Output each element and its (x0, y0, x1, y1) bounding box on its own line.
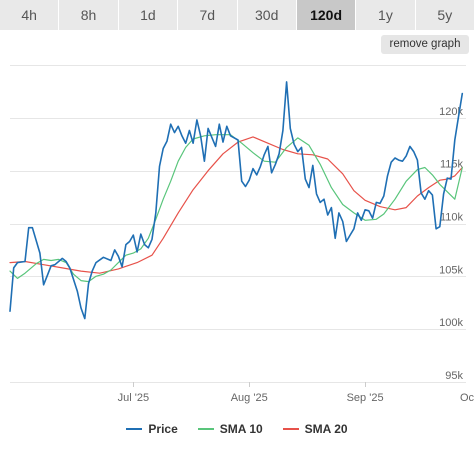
grid-lines (10, 65, 466, 383)
x-tick-label: Jul '25 (118, 392, 149, 404)
y-tick-label: 100k (439, 317, 463, 329)
x-tick-label: Sep '25 (347, 392, 384, 404)
y-tick-label: 110k (440, 212, 464, 224)
legend-item-sma-20[interactable]: SMA 20 (282, 422, 348, 436)
x-axis-ticks: Jul '25 Aug '25 Sep '25 Oct '25 (118, 382, 474, 404)
legend-label-price: Price (148, 422, 178, 436)
legend-swatch-price (126, 428, 143, 430)
tab-120d[interactable]: 120d (296, 0, 357, 30)
tab-7d[interactable]: 7d (178, 0, 238, 30)
series-line-price (9, 81, 464, 320)
legend-label-sma-20: SMA 20 (304, 422, 348, 436)
x-tick-label: Aug '25 (231, 392, 268, 404)
y-tick-label: 120k (439, 106, 463, 118)
series-line-sma-20 (9, 136, 463, 274)
y-tick-label: 95k (445, 370, 463, 382)
tab-1d[interactable]: 1d (118, 0, 179, 30)
tab-1y[interactable]: 1y (356, 0, 416, 30)
legend-swatch-sma-10 (197, 428, 214, 430)
tab-30d[interactable]: 30d (237, 0, 297, 30)
tab-5y[interactable]: 5y (415, 0, 474, 30)
legend-item-sma-10[interactable]: SMA 10 (197, 422, 263, 436)
legend-label-sma-10: SMA 10 (219, 422, 263, 436)
x-tick-label: Oct '25 (460, 392, 474, 404)
series-lines (9, 81, 464, 320)
tab-8h[interactable]: 8h (59, 0, 119, 30)
tab-4h[interactable]: 4h (0, 0, 60, 30)
range-tabs: 4h 8h 1d 7d 30d 120d 1y 5y (0, 0, 474, 30)
remove-graph-button[interactable]: remove graph (381, 35, 469, 54)
series-line-sma-10 (9, 134, 463, 283)
legend-swatch-sma-20 (282, 428, 299, 430)
y-tick-label: 105k (439, 264, 463, 276)
chart-legend: Price SMA 10 SMA 20 (0, 419, 474, 439)
legend-item-price[interactable]: Price (126, 422, 178, 436)
